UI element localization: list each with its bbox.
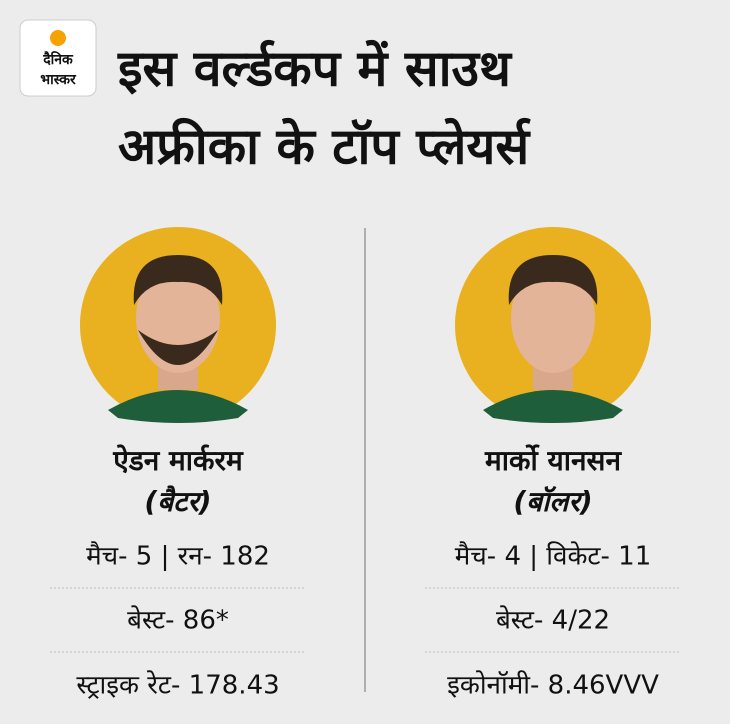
logo-box — [19, 19, 97, 97]
player-stat: मैच- 4 | विकेट- 11 — [455, 541, 652, 572]
player-stat: स्ट्राइक रेट- 178.43 — [76, 670, 279, 701]
title: अफ्रीका के टॉप प्लेयर्स — [118, 118, 531, 176]
player-role: (बैटर) — [144, 485, 211, 518]
players: ऐडन मार्करम (बैटर) मैच- 5 | रन- 182 बेस्ट- … — [50, 227, 681, 701]
logo: दैनिक भास्कर — [19, 19, 97, 97]
face — [511, 263, 595, 373]
player-name: मार्को यानसन — [484, 444, 622, 477]
hair — [508, 255, 598, 305]
hair — [133, 255, 223, 305]
logo-text: दैनिक — [42, 51, 74, 68]
jersey — [483, 390, 623, 423]
player-stat: बेस्ट- 4/22 — [496, 605, 610, 636]
jersey — [108, 390, 248, 423]
player-stat: बेस्ट- 86* — [127, 605, 229, 636]
logo-sun — [50, 30, 66, 46]
player-role: (बॉलर) — [513, 485, 592, 518]
beard — [138, 330, 218, 365]
player-stat: मैच- 5 | रन- 182 — [86, 541, 270, 572]
title: इस वर्ल्डकप में साउथ — [117, 40, 513, 98]
player-stat: इकोनॉमी- 8.46VVV — [447, 670, 659, 701]
logo-text: भास्कर — [40, 72, 77, 88]
player-name: ऐडन मार्करम — [112, 444, 244, 477]
